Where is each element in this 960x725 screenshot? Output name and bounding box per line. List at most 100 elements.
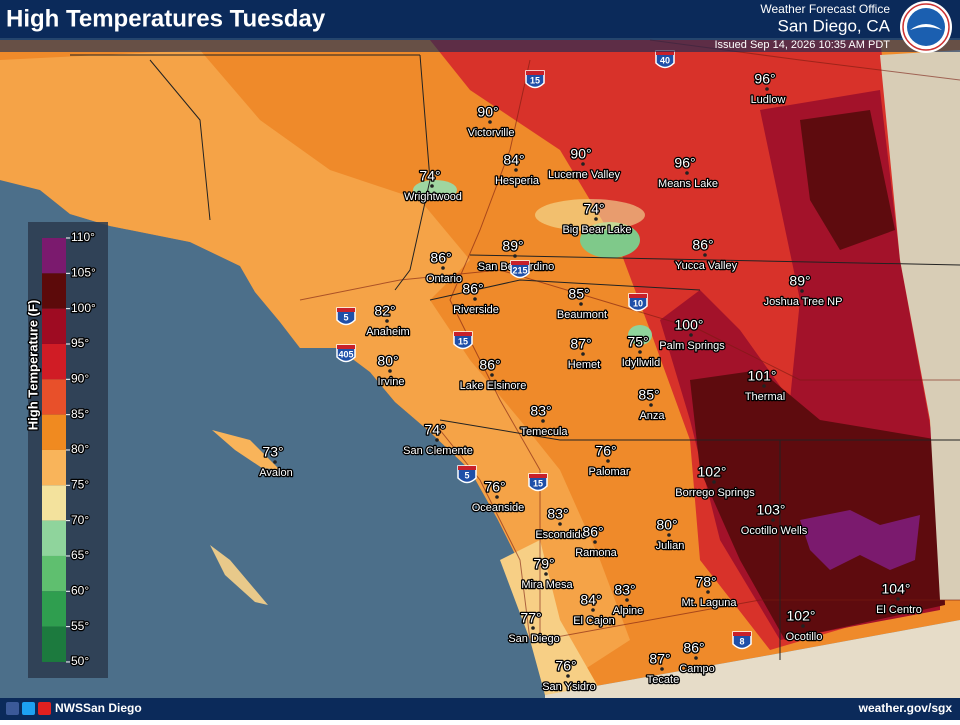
facebook-icon[interactable] [6,702,19,715]
twitter-icon[interactable] [22,702,35,715]
legend-swatch [42,591,66,627]
legend-swatch [42,238,66,274]
city: 87° Tecate [645,649,680,687]
city-name: Big Bear Lake [562,224,631,236]
extreme-zone [690,370,945,640]
shield-top [458,466,476,470]
city-dot [473,297,477,301]
city-dot [581,352,585,356]
city-name: San Ysidro [542,681,596,693]
city: 102° Borrego Springs [674,462,757,500]
city-name: Victorville [468,127,515,139]
city: 86° Lake Elsinore [458,355,527,393]
city-temp: 76° [555,658,576,674]
legend-tick-label: 80° [71,442,89,456]
legend-swatch [42,520,66,556]
legend-swatch [42,273,66,309]
city-dot [706,590,710,594]
city-temp: 87° [570,336,591,352]
city: 86° Ontario [425,248,464,286]
record-zone [800,510,920,570]
city-temp: 76° [595,443,616,459]
city: 103° Ocotillo Wells [739,500,809,538]
title: High Temperatures Tuesday [6,5,326,32]
city-temp: 102° [698,464,727,480]
city-name: Wrightwood [404,191,462,203]
city-temp: 96° [754,71,775,87]
city: 96° Ludlow [749,69,787,107]
city-temp: 73° [262,444,283,460]
footer-bar [0,698,960,720]
city-temp: 77° [520,610,541,626]
highway-shield: 15 [528,473,548,492]
highway-shield: 40 [655,50,675,69]
city-temp: 85° [638,387,659,403]
legend-swatch [42,626,66,662]
city: 84° El Cajon [572,590,616,628]
city: 101° Thermal [744,366,787,404]
city-dot [606,459,610,463]
location: San Diego, CA [778,16,891,35]
city: 90° Lucerne Valley [547,144,622,182]
legend-tick-label: 90° [71,371,89,385]
city-name: Ocotillo Wells [741,525,808,537]
shield-top [454,332,472,336]
city-dot [765,87,769,91]
shield-top [337,308,355,312]
city: 89° Joshua Tree NP [762,271,843,309]
city-name: Riverside [453,304,499,316]
city-temp: 101° [748,368,777,384]
city-name: Lake Elsinore [460,380,527,392]
shield-shape [453,331,473,350]
roads [299,39,960,641]
legend-swatch [42,449,66,486]
city-temp: 100° [675,317,704,333]
footer-handle[interactable]: NWSSan Diego [55,701,142,715]
cool-area [628,325,652,345]
city-name: Irvine [378,376,405,388]
city: 82° Anaheim [365,301,411,339]
city-name: Tecate [647,674,679,686]
legend-swatch [42,555,66,592]
city-dot [544,572,548,576]
city-name: San Diego [508,633,559,645]
city: 75° Idyllwild [620,332,661,370]
city-dot [566,674,570,678]
city-name: Yucca Valley [675,260,738,272]
city-name: El Centro [876,604,922,616]
footer-url[interactable]: weather.gov/sgx [858,701,953,715]
mexico [545,620,960,698]
city: 90° Victorville [466,102,515,140]
catalina [212,430,280,470]
shield-shape [525,70,545,89]
city: 80° Julian [654,515,685,553]
city-name: San Clemente [403,445,473,457]
city-dot [685,171,689,175]
city-temp: 75° [627,334,648,350]
shield-number: 8 [739,636,744,646]
city-temp: 76° [484,479,505,495]
city-name: Lucerne Valley [548,169,620,181]
shield-top [733,632,751,636]
city-dot [638,350,642,354]
city-name: Hemet [568,359,600,371]
city-dot [660,667,664,671]
youtube-icon[interactable] [38,702,51,715]
city-dot [579,302,583,306]
city-temp: 78° [695,574,716,590]
city: 76° Oceanside [470,477,525,515]
city-temp: 90° [570,146,591,162]
city: 102° Ocotillo [784,606,823,644]
san-clemente-island [210,545,268,605]
city-dot [703,253,707,257]
city-name: Palomar [589,466,630,478]
city-dot [896,597,900,601]
shield-number: 215 [512,265,527,275]
city-temp: 83° [614,582,635,598]
city-temp: 86° [683,640,704,656]
city-dot [531,626,535,630]
city: 86° Ramona [574,522,619,560]
county-lines [70,54,960,660]
city-dot [513,254,517,258]
city-temp: 83° [547,506,568,522]
